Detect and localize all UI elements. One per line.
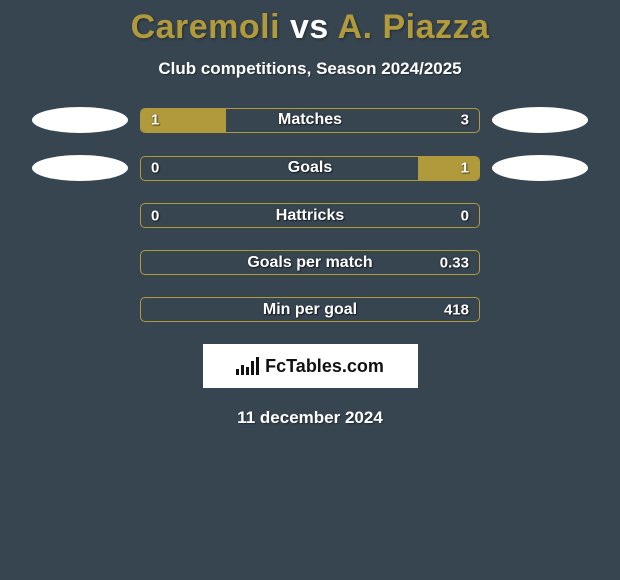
stat-row: 418 Min per goal [0, 297, 620, 322]
bar-fill-right [418, 157, 479, 180]
stat-row: 0 1 Goals [0, 155, 620, 181]
value-right: 1 [461, 160, 469, 177]
subtitle: Club competitions, Season 2024/2025 [0, 59, 620, 79]
player-blob-left [32, 155, 128, 181]
bar-track: 418 Min per goal [140, 297, 480, 322]
value-left: 1 [151, 112, 159, 129]
player-blob-right [492, 155, 588, 181]
chart-icon [236, 357, 259, 375]
value-left: 0 [151, 160, 159, 177]
comparison-rows: 1 3 Matches 0 1 Goals 0 0 Hattricks 0.33 Goals per… [0, 107, 620, 322]
brand-box[interactable]: FcTables.com [203, 344, 418, 388]
date-text: 11 december 2024 [0, 408, 620, 428]
page-title: Caremoli vs A. Piazza [0, 0, 620, 47]
player-blob-left [32, 107, 128, 133]
metric-label: Min per goal [263, 301, 357, 319]
title-right-name: A. Piazza [338, 8, 490, 46]
metric-label: Goals per match [247, 254, 372, 272]
stat-row: 1 3 Matches [0, 107, 620, 133]
bar-track: 0.33 Goals per match [140, 250, 480, 275]
metric-label: Hattricks [276, 207, 344, 225]
left-side [20, 155, 140, 181]
title-left-name: Caremoli [131, 8, 281, 46]
bar-track: 0 1 Goals [140, 156, 480, 181]
metric-label: Matches [278, 111, 342, 129]
brand-text: FcTables.com [265, 356, 384, 377]
title-vs: vs [290, 8, 329, 46]
right-side [480, 155, 600, 181]
right-side [480, 107, 600, 133]
stat-row: 0 0 Hattricks [0, 203, 620, 228]
metric-label: Goals [288, 159, 332, 177]
value-right: 3 [461, 112, 469, 129]
value-right: 0.33 [440, 254, 469, 271]
bar-track: 0 0 Hattricks [140, 203, 480, 228]
value-left: 0 [151, 207, 159, 224]
value-right: 0 [461, 207, 469, 224]
value-right: 418 [444, 301, 469, 318]
bar-track: 1 3 Matches [140, 108, 480, 133]
left-side [20, 107, 140, 133]
stat-row: 0.33 Goals per match [0, 250, 620, 275]
player-blob-right [492, 107, 588, 133]
